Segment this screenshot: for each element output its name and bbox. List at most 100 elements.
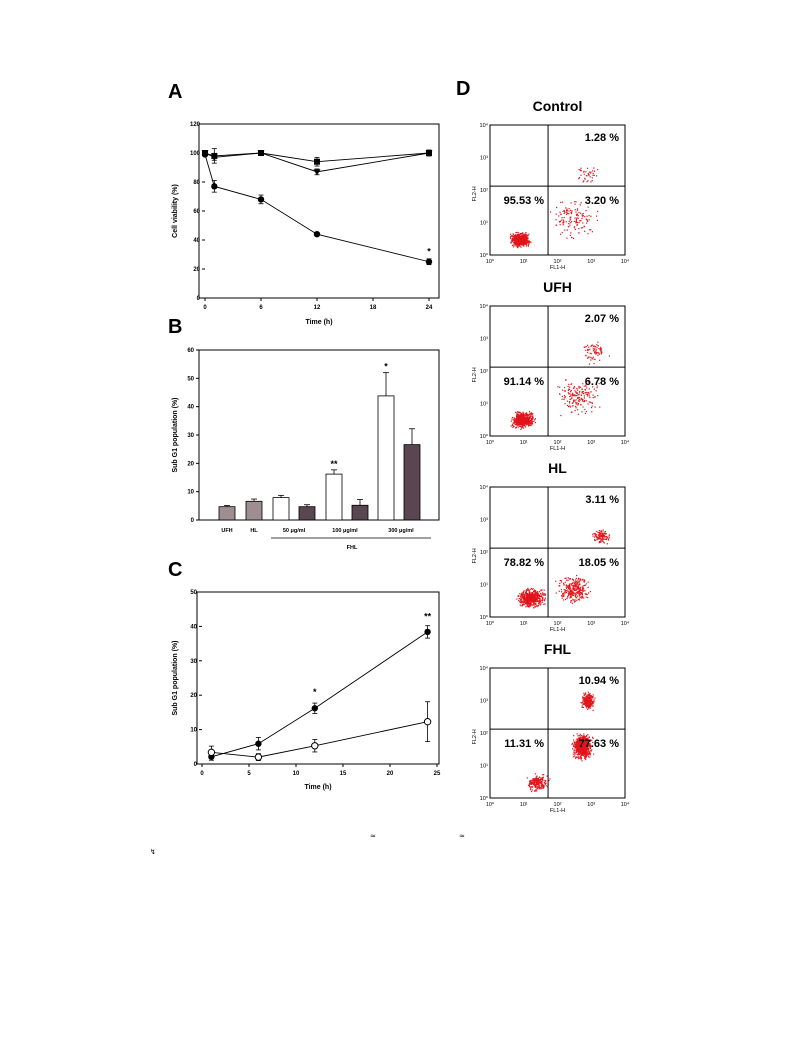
- d-plot-0-event: [569, 219, 572, 221]
- d-plot-1-event: [530, 417, 533, 420]
- d-plot-3-event: [583, 735, 585, 737]
- c-y-tick-label-5: 50: [190, 590, 197, 596]
- d-plot-3-event: [588, 697, 590, 699]
- d-plot-1-event: [524, 422, 526, 424]
- d-plot-3-x-tick-4: 10⁴: [621, 801, 630, 808]
- d-plot-1-event: [587, 357, 589, 359]
- d-plot-0-event: [521, 233, 524, 235]
- d-plot-2-event: [587, 592, 590, 594]
- d-plot-3-event: [546, 775, 548, 777]
- d-plot-0-event: [524, 234, 526, 236]
- d-plot-2-event: [599, 532, 601, 534]
- d-plot-3-event: [585, 751, 587, 753]
- d-plot-1-event: [518, 411, 520, 414]
- d-plot-2-event: [575, 585, 577, 587]
- group-label-100: 100 μg/ml: [332, 528, 358, 534]
- d-plot-1-event: [588, 395, 590, 397]
- d-plot-2-event: [579, 584, 581, 586]
- d-plot-3-y-tick-1: 10¹: [480, 764, 488, 770]
- d-plot-3-event: [588, 736, 590, 738]
- d-plot-0-event: [574, 228, 576, 231]
- d-plot-2-event: [532, 598, 534, 600]
- d-plot-3-event: [534, 780, 536, 782]
- d-plot-2-event: [520, 594, 522, 596]
- d-plot-1-event: [582, 401, 584, 403]
- d-plot-1-event: [565, 379, 567, 381]
- d-plot-2-event: [574, 584, 576, 586]
- d-plot-2-event: [583, 597, 585, 599]
- d-plot-1-y-tick-3: 10³: [480, 337, 488, 343]
- d-plot-2-event: [579, 579, 581, 581]
- d-plot-3-event: [585, 750, 587, 752]
- d-plot-2-event: [532, 587, 534, 590]
- d-plot-2-event: [561, 591, 563, 593]
- d-plot-1-event: [521, 426, 523, 428]
- d-plot-0-event: [564, 229, 566, 231]
- d-plot-0-event: [524, 239, 527, 241]
- d-plot-2-event: [563, 594, 565, 596]
- d-plot-2-event: [521, 593, 523, 595]
- d-plot-3-event: [585, 757, 587, 759]
- d-plot-1-event: [516, 420, 518, 422]
- d-plot-1-event: [599, 349, 601, 351]
- d-plot-1-x-tick-4: 10⁴: [621, 439, 630, 446]
- d-plot-3-event: [584, 703, 586, 706]
- d-plot-3-event: [583, 692, 585, 694]
- d-plot-2-event: [536, 598, 538, 601]
- d-plot-2-event: [527, 598, 529, 601]
- d-plot-2-event: [570, 592, 573, 594]
- d-plot-0-event: [515, 241, 517, 243]
- d-plot-3-event: [585, 755, 587, 757]
- d-plot-2-event: [603, 542, 605, 544]
- d-plot-3-event: [575, 747, 577, 749]
- d-plot-0-event: [511, 244, 514, 246]
- d-plot-1-event: [529, 412, 531, 414]
- d-plot-1-event: [578, 394, 580, 396]
- d-plot-2-event: [592, 533, 594, 535]
- d-plot-2-y-tick-4: 10⁴: [480, 484, 489, 491]
- d-plot-3-event: [593, 753, 595, 755]
- d-plot-3-event: [578, 748, 580, 750]
- d-plot-3-event: [592, 702, 594, 704]
- d-plot-2-event: [563, 588, 565, 591]
- d-plot-0-event: [523, 239, 525, 242]
- d-plot-0-event: [564, 211, 566, 214]
- d-plot-1-event: [568, 393, 570, 395]
- d-plot-2-event: [527, 598, 530, 600]
- d-plot-3-event: [584, 704, 587, 707]
- d-plot-1-event: [531, 417, 534, 419]
- d-plot-2-event: [527, 596, 529, 598]
- d-plot-1-event: [521, 415, 523, 417]
- d-plot-0-x-tick-0: 10⁰: [486, 258, 495, 265]
- d-plot-3-event: [581, 741, 583, 743]
- d-plot-3-event: [584, 700, 586, 702]
- d-plot-2-event: [537, 596, 539, 598]
- d-plot-1-event: [526, 421, 528, 423]
- d-plot-3-event: [591, 703, 593, 705]
- d-plot-2-event: [517, 594, 519, 597]
- d-plot-2-event: [541, 599, 543, 601]
- d-plot-1-event: [576, 387, 578, 390]
- d-plot-2-event: [533, 607, 535, 609]
- d-plot-0-event: [510, 242, 512, 244]
- d-plot-2-event: [565, 577, 567, 579]
- d-plot-2-event: [536, 592, 538, 594]
- d-plot-0-event: [576, 214, 578, 217]
- d-plot-3-event: [582, 743, 584, 746]
- d-plot-2-event: [580, 579, 582, 581]
- d-plot-1-event: [599, 348, 601, 350]
- stray-mark-2: ≈: [459, 832, 465, 840]
- d-plot-0-event: [509, 236, 512, 238]
- d-plot-1-event: [582, 399, 584, 401]
- d-plot-0-event: [524, 242, 526, 244]
- d-plot-0-event: [514, 234, 516, 237]
- d-plot-1-event: [523, 419, 525, 421]
- d-plot-2-event: [602, 538, 604, 540]
- d-plot-1-event: [569, 391, 572, 393]
- d-plot-2-event: [542, 596, 544, 599]
- d-plot-2-event: [576, 599, 578, 602]
- d-plot-2-event: [522, 593, 524, 596]
- d-plot-1-event: [513, 417, 515, 419]
- d-plot-2-event: [522, 603, 524, 606]
